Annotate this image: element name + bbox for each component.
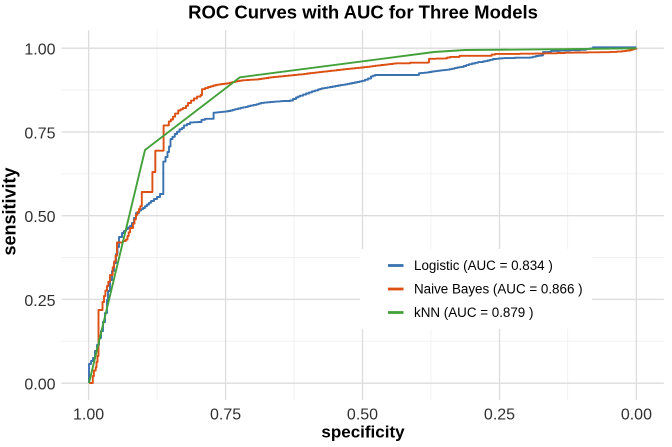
- svg-text:0.25: 0.25: [484, 406, 515, 423]
- svg-text:0.50: 0.50: [24, 209, 55, 226]
- svg-text:specificity: specificity: [321, 423, 405, 442]
- svg-text:1.00: 1.00: [73, 406, 104, 423]
- svg-text:Logistic (AUC = 0.834 ): Logistic (AUC = 0.834 ): [414, 258, 553, 273]
- svg-text:ROC Curves with AUC for Three: ROC Curves with AUC for Three Models: [188, 1, 538, 22]
- svg-text:0.25: 0.25: [24, 293, 55, 310]
- svg-text:0.00: 0.00: [621, 406, 652, 423]
- svg-text:0.75: 0.75: [210, 406, 241, 423]
- svg-text:kNN (AUC = 0.879 ): kNN (AUC = 0.879 ): [414, 305, 533, 320]
- svg-text:0.50: 0.50: [347, 406, 378, 423]
- svg-text:0.75: 0.75: [24, 125, 55, 142]
- svg-text:1.00: 1.00: [24, 42, 55, 59]
- svg-text:sensitivity: sensitivity: [0, 167, 20, 255]
- svg-text:0.00: 0.00: [24, 377, 55, 394]
- svg-text:Naive Bayes (AUC = 0.866 ): Naive Bayes (AUC = 0.866 ): [414, 282, 583, 297]
